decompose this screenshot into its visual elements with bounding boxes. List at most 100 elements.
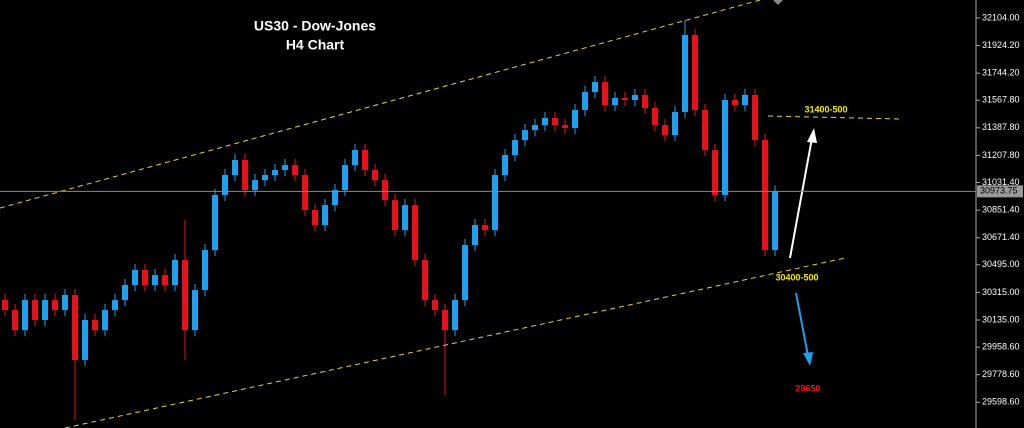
candle-body (572, 109, 578, 129)
candle-body (462, 244, 468, 301)
candle-body (362, 150, 368, 170)
candle-body (172, 260, 178, 286)
candle-body (562, 125, 568, 129)
candle-body (162, 275, 168, 286)
candle-body (92, 320, 98, 331)
candle-body (662, 125, 668, 135)
candle-body (422, 260, 428, 301)
candle-body (432, 300, 438, 311)
candle-body (272, 169, 278, 176)
y-tick-label: 31744.20 (982, 68, 1020, 78)
candle-body (342, 165, 348, 191)
y-tick-label: 31924.20 (982, 40, 1020, 50)
candle-body (622, 98, 628, 101)
candle-body (492, 175, 498, 231)
candle-body (372, 169, 378, 181)
candle-body (542, 117, 548, 126)
last-price-box (977, 185, 1023, 198)
y-tick-label: 31387.80 (982, 122, 1020, 132)
up-arrow (789, 137, 813, 259)
candle-body (762, 140, 768, 251)
candle-body (512, 140, 518, 156)
candle-body (382, 180, 388, 201)
candle-body (82, 320, 88, 361)
candle-body (122, 285, 128, 301)
candle-body (722, 100, 728, 195)
candle-body (552, 117, 558, 126)
chart-subtitle: H4 Chart (286, 37, 345, 53)
target-label: 29650 (795, 383, 820, 393)
candle-body (42, 300, 48, 321)
y-tick-label: 30315.00 (982, 287, 1020, 297)
candle-body (72, 294, 78, 361)
y-tick-label: 31207.80 (982, 150, 1020, 160)
down-arrow (795, 292, 809, 357)
candle-body (132, 269, 138, 286)
candle-body (192, 290, 198, 331)
candle-body (612, 98, 618, 106)
candle-body (312, 210, 318, 226)
candle-body (452, 300, 458, 331)
support-label: 30400-500 (775, 272, 818, 282)
y-tick-label: 30851.40 (982, 204, 1020, 214)
candle-body (672, 111, 678, 135)
candle-body (712, 150, 718, 195)
candle-body (642, 94, 648, 108)
y-tick-label: 29958.60 (982, 341, 1020, 351)
candle-body (332, 190, 338, 206)
candle-body (472, 225, 478, 245)
candle-body (652, 107, 658, 126)
y-tick-label: 31031.40 (982, 177, 1020, 187)
candle-body (292, 165, 298, 176)
candle-body (632, 94, 638, 101)
candle-body (222, 175, 228, 195)
candle-body (732, 100, 738, 106)
candle-body (592, 82, 598, 93)
y-tick-label: 32104.00 (982, 12, 1020, 22)
lower-channel-line (64, 257, 846, 428)
candle-body (242, 160, 248, 191)
y-tick-label: 29778.60 (982, 369, 1020, 379)
candle-body (682, 34, 688, 112)
chart-title: US30 - Dow-Jones (254, 18, 376, 34)
candle-body (102, 310, 108, 331)
candle-body (302, 175, 308, 211)
y-tick-label: 30671.40 (982, 232, 1020, 242)
candle-body (142, 269, 148, 286)
candle-body (502, 155, 508, 176)
candle-body (602, 82, 608, 106)
up-arrow-head (807, 128, 817, 143)
y-tick-label: 30495.00 (982, 259, 1020, 269)
candle-body (322, 205, 328, 226)
candle-body (482, 225, 488, 231)
y-tick-label: 29598.60 (982, 397, 1020, 407)
candle-body (262, 175, 268, 181)
candle-body (412, 205, 418, 261)
candle-body (582, 92, 588, 110)
candle-body (702, 109, 708, 151)
candle-body (32, 300, 38, 321)
candle-body (772, 191, 778, 251)
candle-body (202, 250, 208, 291)
last-price-label: 30973.75 (980, 186, 1018, 196)
candle-body (112, 300, 118, 311)
y-tick-label: 31567.80 (982, 95, 1020, 105)
candle-body (532, 125, 538, 131)
candle-body (62, 294, 68, 311)
resistance-line (767, 115, 901, 120)
candle-body (522, 130, 528, 141)
candle-body (692, 34, 698, 110)
candles (2, 19, 778, 421)
y-tick-label: 30135.00 (982, 314, 1020, 324)
candle-body (12, 310, 18, 331)
candle-body (402, 205, 408, 231)
candle-body (232, 160, 238, 176)
down-arrow-head (803, 352, 813, 366)
candle-body (152, 275, 158, 286)
resistance-label: 31400-500 (804, 104, 847, 114)
candle-body (212, 194, 218, 251)
candle-body (442, 310, 448, 331)
candle-body (52, 300, 58, 311)
candle-body (392, 200, 398, 231)
